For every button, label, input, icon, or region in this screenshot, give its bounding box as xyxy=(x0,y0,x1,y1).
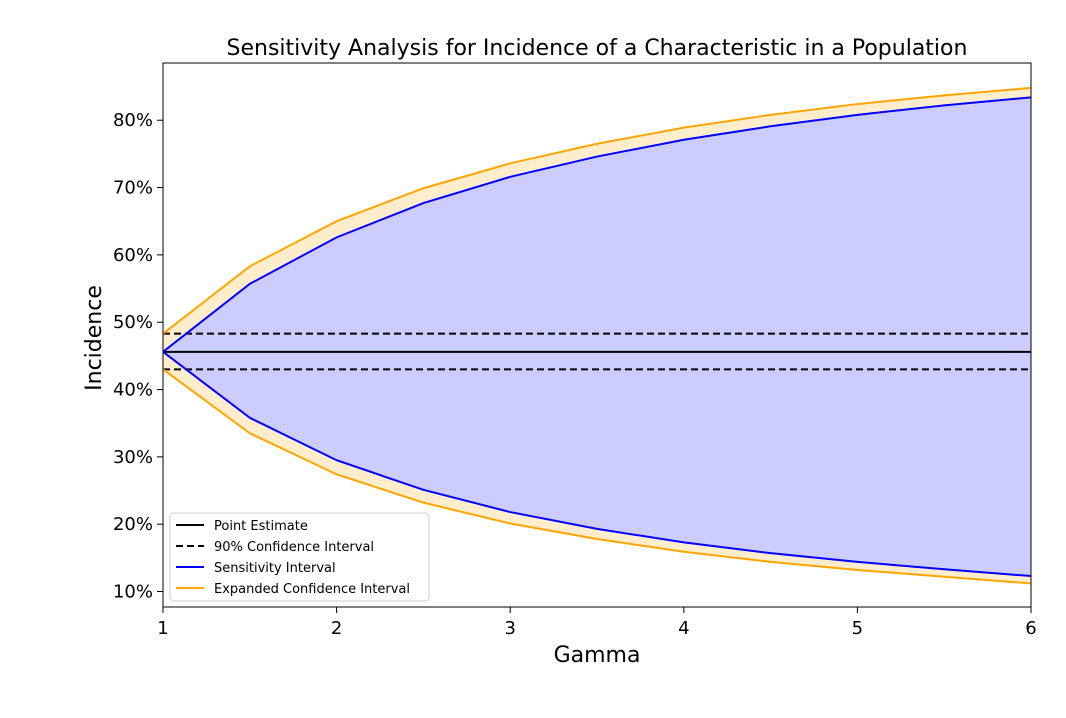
x-tick-label: 3 xyxy=(504,618,515,639)
x-tick-label: 6 xyxy=(1025,618,1036,639)
expanded-interval-upper-line xyxy=(162,86,1032,335)
x-tick-label: 5 xyxy=(852,618,863,639)
y-axis-ticks: 10% 20% 30% 40% 50% 60% 70% 80% xyxy=(113,110,163,603)
y-axis-label: Incidence xyxy=(82,285,107,391)
expanded-interval-lower-line xyxy=(162,368,1032,585)
legend-label-expanded-interval: Expanded Confidence Interval xyxy=(214,582,410,597)
legend-label-confidence-interval: 90% Confidence Interval xyxy=(214,540,374,555)
x-axis-ticks: 1 2 3 4 5 6 xyxy=(157,607,1037,639)
legend: Point Estimate 90% Confidence Interval S… xyxy=(169,512,430,602)
legend-box xyxy=(169,512,430,602)
y-tick-label: 50% xyxy=(113,312,153,333)
chart-title: Sensitivity Analysis for Incidence of a … xyxy=(227,36,968,61)
y-tick-label: 80% xyxy=(113,110,153,131)
interval-fills xyxy=(163,87,1031,584)
legend-label-point-estimate: Point Estimate xyxy=(214,519,308,534)
plot-frame xyxy=(162,62,1032,608)
x-tick-label: 2 xyxy=(331,618,342,639)
y-tick-label: 20% xyxy=(113,514,153,535)
y-tick-label: 10% xyxy=(113,582,153,603)
x-tick-label: 4 xyxy=(678,618,689,639)
sensitivity-interval-fill xyxy=(163,97,1031,577)
sensitivity-interval-upper-line xyxy=(162,96,1032,353)
y-tick-label: 40% xyxy=(113,380,153,401)
y-tick-label: 70% xyxy=(113,178,153,199)
series-lines xyxy=(162,86,1032,585)
sensitivity-interval-lower-line xyxy=(162,351,1032,578)
y-tick-label: 60% xyxy=(113,245,153,266)
x-axis-label: Gamma xyxy=(554,643,641,668)
legend-label-sensitivity-interval: Sensitivity Interval xyxy=(214,561,336,576)
x-tick-label: 1 xyxy=(157,618,168,639)
y-tick-label: 30% xyxy=(113,447,153,468)
